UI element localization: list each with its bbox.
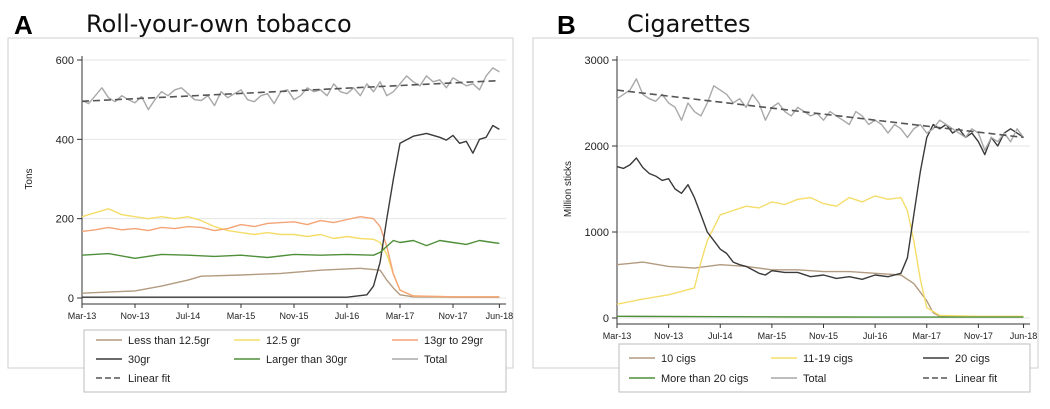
x-tick-label: Nov-13 [120,311,149,321]
x-tick-label: Nov-17 [438,311,467,321]
y-tick-label: 200 [56,214,74,226]
x-tick-label: Nov-15 [809,331,838,341]
chart-cigarettes: 0 1000 2000 3000 Mar-13 Nov-13 Jul-14 Mar-15 Nov… [532,37,1039,393]
x-tick-label: Mar-15 [758,331,787,341]
x-tick-label: Mar-13 [68,311,97,321]
panel-letter-a: A [14,10,33,40]
legend-label-less-than-12-5gr: Less than 12.5gr [128,335,210,347]
legend-label-total: Total [803,373,826,385]
series-line-total [81,67,500,111]
y-tick-label: 400 [56,134,74,146]
panel-title-b: Cigarettes [627,10,751,38]
x-tick-label: Jul-16 [863,331,888,341]
x-tick-label: Jul-16 [335,311,360,321]
legend-box [83,329,507,393]
series-line-more-than-20-cigs [616,315,1024,318]
x-tick-label: Mar-17 [386,311,415,321]
x-tick-label: Nov-15 [279,311,308,321]
legend-label-10-cigs: 10 cigs [661,353,696,365]
y-axis-title: Million sticks [563,161,574,217]
series-line-total [616,78,1025,151]
y-axis-title: Tons [24,168,35,189]
legend-label-13gr-to-29gr: 13gr to 29gr [424,335,484,347]
series-line-11-19-cigs [616,195,1024,317]
chart-roll-your-own: 0 200 400 600 Mar-13 Nov-13 Jul-14 Mar-15 Nov-15… [7,37,514,393]
series-line-linear-fit [616,89,1024,139]
y-tick-label: 3000 [585,55,609,67]
y-tick-label: 0 [68,293,74,305]
x-tick-label: Mar-13 [603,331,632,341]
legend-label-20-cigs: 20 cigs [955,353,990,365]
x-tick-label: Mar-15 [227,311,256,321]
legend-label-more-than-20-cigs: More than 20 cigs [661,373,749,385]
series-line-13gr-to-29gr [81,216,500,298]
series-line-12-5-gr [81,208,500,298]
x-tick-label: Jun-18 [486,311,514,321]
y-tick-label: 2000 [585,141,609,153]
series-line-larger-than-30gr [81,239,500,259]
x-tick-label: Jul-14 [176,311,201,321]
legend-label-11-19-cigs: 11-19 cigs [803,353,853,365]
series-line-10-cigs [616,261,1024,318]
legend-label-total: Total [424,354,447,366]
y-tick-label: 1000 [585,227,609,239]
panel-a: A Roll-your-own tobacco 0 200 400 600 Mar-13… [7,10,514,393]
x-tick-label: Jun-18 [1010,331,1038,341]
panel-b: B Cigarettes 0 1000 2000 3000 Mar-13 Nov-13 Ju… [525,0,1050,409]
legend-label-30gr: 30gr [128,354,150,366]
legend-label-linear-fit: Linear fit [955,373,997,385]
legend-label-12-5-gr: 12.5 gr [266,335,301,347]
y-tick-label: 0 [603,313,609,325]
legend-label-linear-fit: Linear fit [128,373,170,385]
legend-box [618,343,1031,393]
x-tick-label: Nov-17 [964,331,993,341]
series-line-less-than-12-5gr [81,267,500,298]
legend-label-larger-than-30gr: Larger than 30gr [266,354,348,366]
x-tick-label: Jul-14 [708,331,733,341]
x-tick-label: Mar-17 [912,331,941,341]
y-tick-label: 600 [56,55,74,67]
series-line-30gr [82,124,500,298]
series-line-linear-fit [81,79,500,103]
panel-title-a: Roll-your-own tobacco [86,10,352,38]
x-tick-label: Nov-13 [654,331,683,341]
panel-letter-b: B [557,10,576,40]
